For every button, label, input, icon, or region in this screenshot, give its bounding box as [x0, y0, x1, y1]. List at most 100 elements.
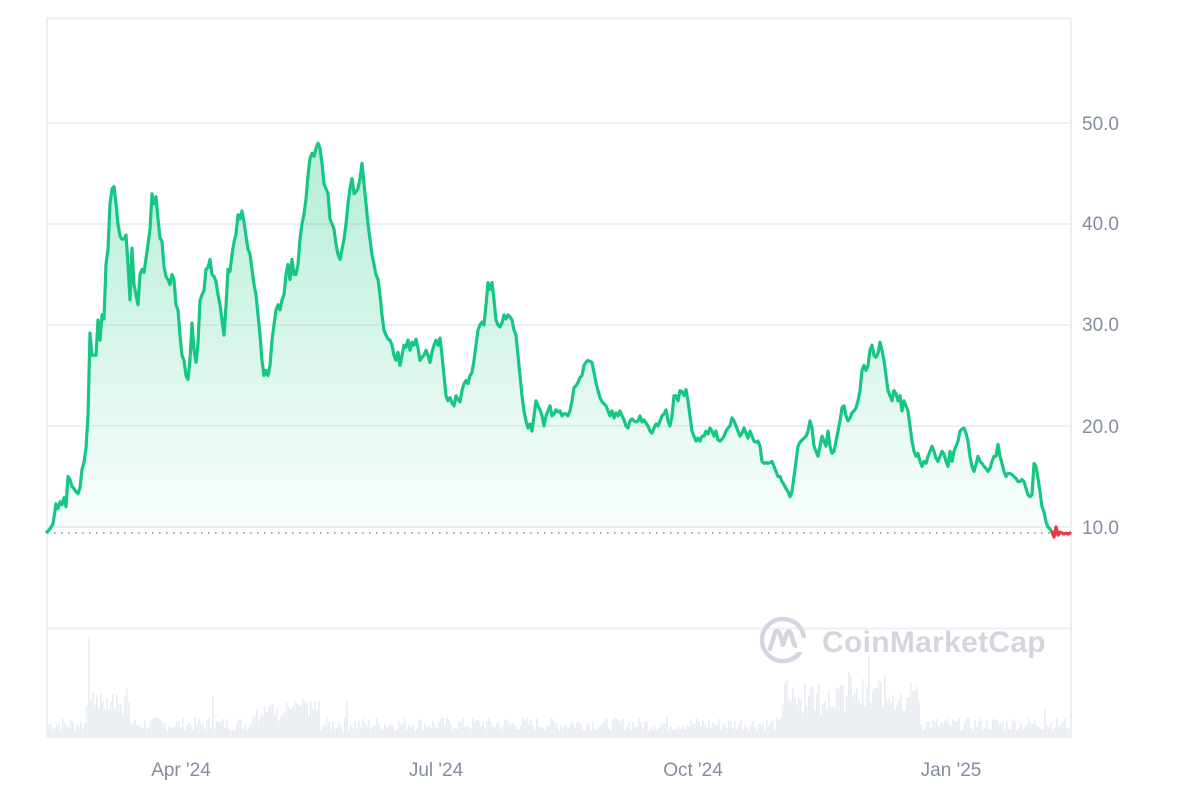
volume-bar: [996, 719, 998, 737]
volume-bar: [228, 728, 230, 737]
volume-bar: [174, 725, 176, 737]
volume-bar: [456, 729, 458, 737]
volume-bar: [568, 727, 570, 737]
volume-bar: [792, 687, 794, 737]
y-tick-label: 10.0: [1082, 518, 1119, 539]
volume-bar: [776, 717, 778, 737]
volume-bar: [1062, 721, 1064, 737]
volume-bar: [718, 718, 720, 737]
volume-bar: [302, 699, 304, 737]
volume-bar: [524, 720, 526, 737]
volume-bar: [922, 730, 924, 737]
volume-bar: [458, 720, 460, 737]
volume-bar: [592, 722, 594, 737]
volume-bar: [886, 700, 888, 737]
volume-bar: [1056, 717, 1058, 737]
volume-bar: [880, 682, 882, 737]
volume-bar: [240, 719, 242, 737]
volume-bar: [276, 709, 278, 737]
volume-bar: [752, 720, 754, 737]
volume-bar: [350, 725, 352, 737]
volume-bar: [986, 719, 988, 737]
volume-bar: [1014, 721, 1016, 737]
volume-bar: [282, 714, 284, 737]
volume-bar: [930, 728, 932, 737]
volume-bar: [738, 724, 740, 737]
price-line[interactable]: [45, 141, 1054, 534]
volume-bar: [732, 728, 734, 737]
volume-bar: [230, 730, 232, 737]
volume-bar: [976, 727, 978, 737]
volume-bar: [1054, 727, 1056, 737]
volume-bar: [346, 702, 348, 737]
volume-bar: [368, 719, 370, 737]
volume-bar: [708, 720, 710, 737]
price-line-below-baseline: [1050, 525, 1072, 539]
volume-bar: [788, 698, 790, 737]
volume-bar: [110, 702, 112, 737]
volume-bar: [156, 718, 158, 737]
volume-bar: [778, 719, 780, 737]
volume-bar: [650, 727, 652, 737]
volume-bar: [646, 721, 648, 737]
volume-bar: [756, 730, 758, 737]
volume-bar: [58, 723, 60, 737]
volume-bar: [94, 704, 96, 737]
volume-bar: [100, 693, 102, 737]
volume-bar: [816, 693, 818, 737]
volume-bar: [1020, 722, 1022, 737]
volume-bar: [342, 730, 344, 737]
volume-bar: [512, 722, 514, 737]
volume-bar: [360, 726, 362, 737]
volume-bar: [78, 727, 80, 737]
volume-bar: [514, 725, 516, 737]
volume-bar: [132, 724, 134, 737]
volume-bar: [770, 721, 772, 737]
volume-bar: [268, 706, 270, 737]
watermark: CoinMarketCap: [759, 616, 1046, 664]
volume-bar: [542, 727, 544, 737]
volume-bar: [580, 724, 582, 737]
volume-bar: [1046, 725, 1048, 737]
volume-bar: [152, 718, 154, 737]
volume-bar: [588, 724, 590, 737]
volume-bar: [604, 717, 606, 737]
volume-bar: [984, 728, 986, 737]
volume-bar: [532, 724, 534, 737]
volume-bar: [554, 722, 556, 737]
volume-bar: [624, 730, 626, 737]
volume-bar: [444, 725, 446, 737]
volume-bar: [154, 717, 156, 737]
x-tick-label: Jul '24: [409, 760, 464, 781]
volume-bar: [974, 719, 976, 737]
volume-bar: [468, 726, 470, 737]
volume-bar: [388, 725, 390, 737]
volume-bar: [1012, 719, 1014, 737]
volume-bar: [558, 730, 560, 737]
volume-bar: [442, 717, 444, 737]
volume-bar: [196, 724, 198, 737]
volume-bar: [502, 725, 504, 737]
volume-bar: [406, 729, 408, 737]
volume-bar: [238, 719, 240, 737]
volume-bar: [500, 729, 502, 737]
volume-bar: [676, 728, 678, 737]
volume-bar: [692, 724, 694, 737]
volume-bar: [700, 725, 702, 737]
volume-bar: [362, 718, 364, 737]
volume-bar: [138, 724, 140, 737]
volume-bar: [480, 727, 482, 737]
volume-bar: [526, 718, 528, 737]
volume-bar: [1004, 729, 1006, 737]
volume-bar: [48, 724, 50, 737]
volume-bar: [194, 717, 196, 737]
volume-bar: [182, 717, 184, 737]
volume-bar: [556, 723, 558, 737]
volume-bar: [872, 692, 874, 737]
volume-bar: [510, 723, 512, 737]
volume-bar: [954, 720, 956, 737]
volume-bar: [272, 704, 274, 737]
volume-bar: [730, 721, 732, 737]
volume-bar: [890, 703, 892, 737]
